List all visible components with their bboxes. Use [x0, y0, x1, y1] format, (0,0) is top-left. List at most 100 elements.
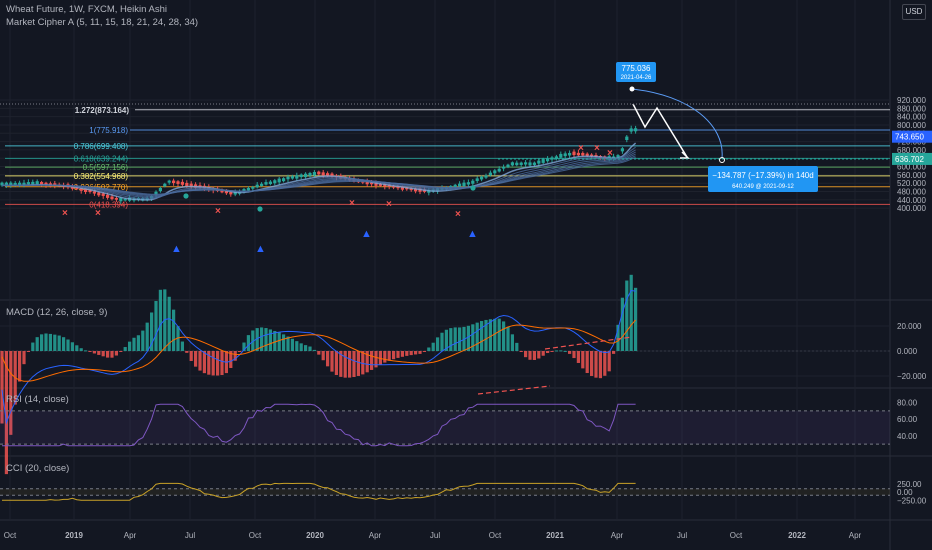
price-axis-label: 560.000: [897, 171, 926, 180]
macd-histogram-bar: [321, 351, 325, 361]
projection-tooltip: [708, 166, 818, 192]
candle-body: [453, 184, 457, 188]
candle-body: [101, 193, 105, 196]
macd-histogram-bar: [48, 333, 52, 351]
macd-histogram-bar: [510, 334, 514, 351]
macd-histogram-bar: [396, 351, 400, 358]
fib-level-label: 1(775.918): [89, 126, 128, 135]
price-badge-label: 636.702: [895, 155, 924, 164]
price-badge-label: 743.650: [895, 133, 924, 142]
rsi-divergence-line: [477, 385, 551, 395]
cci-label[interactable]: CCI (20, close): [6, 463, 70, 474]
candle-body: [13, 182, 17, 186]
time-axis-label: Apr: [611, 531, 624, 540]
macd-histogram-bar: [537, 351, 541, 359]
signal-cross-icon: ×: [594, 143, 600, 154]
fib-level-label: 0.382(554.968): [74, 172, 129, 181]
price-badge: [892, 152, 932, 165]
macd-histogram-bar: [312, 349, 316, 351]
macd-histogram-bar: [607, 351, 611, 372]
macd-line: [1, 289, 636, 425]
macd-histogram-bar: [620, 297, 624, 351]
macd-histogram-bar: [220, 351, 224, 376]
candle-body: [629, 128, 633, 132]
macd-histogram-bar: [409, 351, 413, 356]
price-axis-label: 440.000: [897, 196, 926, 205]
macd-histogram-bar: [31, 342, 35, 351]
macd-histogram-bar: [132, 337, 136, 351]
candle-body: [590, 154, 594, 157]
macd-histogram-bar: [264, 328, 268, 351]
macd-histogram-bar: [330, 351, 334, 372]
macd-label[interactable]: MACD (12, 26, close, 9): [6, 307, 108, 318]
candle-body: [392, 185, 396, 188]
macd-histogram-bar: [334, 351, 338, 375]
macd-histogram-bar: [343, 351, 347, 378]
candle-body: [172, 180, 176, 184]
time-axis-label: Apr: [849, 531, 862, 540]
candle-body: [189, 183, 193, 187]
projection-change-label: −134.787 (−17.39%) in 140d: [712, 171, 813, 180]
candle-body: [409, 188, 413, 191]
macd-histogram-bar: [92, 351, 96, 354]
macd-histogram-bar: [9, 351, 13, 435]
macd-histogram-bar: [277, 332, 281, 351]
macd-histogram-bar: [260, 327, 264, 351]
candle-body: [515, 162, 519, 166]
candle-body: [295, 175, 299, 179]
macd-histogram-bar: [541, 351, 545, 356]
fib-level-label: 0.786(699.408): [74, 142, 129, 151]
macd-histogram-bar: [554, 350, 558, 352]
peak-date-label: 2021-04-26: [621, 75, 652, 81]
macd-histogram-bar: [546, 351, 550, 354]
candle-body: [519, 162, 523, 165]
candle-body: [321, 172, 325, 176]
candle-body: [18, 182, 22, 186]
cci-axis-label: 0.00: [897, 488, 913, 497]
macd-histogram-bar: [0, 351, 4, 424]
macd-histogram-bar: [418, 351, 422, 354]
macd-histogram-bar: [62, 337, 66, 351]
macd-histogram-bar: [154, 300, 158, 351]
candle-body: [506, 164, 510, 167]
ema-ribbon-line: [2, 156, 636, 195]
time-axis-label: Jul: [185, 531, 195, 540]
ema-ribbon-line: [2, 151, 636, 198]
currency-badge[interactable]: USD: [902, 4, 926, 20]
indicator-label[interactable]: Market Cipher A (5, 11, 15, 18, 21, 24, …: [6, 17, 199, 28]
time-axis-label: Oct: [730, 531, 743, 540]
macd-histogram-bar: [568, 351, 572, 354]
candle-body: [554, 156, 558, 160]
price-axis-label: 880.000: [897, 104, 926, 113]
signal-dot-icon: [257, 206, 263, 212]
ema-ribbon-line: [2, 146, 636, 200]
fib-level-label: 0.5(597.156): [83, 163, 129, 172]
macd-histogram-bar: [202, 351, 206, 374]
candle-body: [185, 182, 189, 187]
macd-histogram-bar: [53, 334, 57, 351]
macd-histogram-group: [0, 274, 638, 475]
cci-line: [2, 482, 636, 501]
signal-triangle-icon: ▲: [171, 243, 182, 255]
candle-body: [480, 176, 484, 180]
macd-histogram-bar: [40, 334, 44, 351]
candle-body: [44, 182, 48, 186]
candle-body: [510, 162, 514, 166]
macd-divergence-line: [544, 336, 633, 350]
fib-level-label: 0.236(502.770): [74, 183, 129, 192]
candle-body: [568, 152, 572, 156]
candle-body: [304, 173, 308, 178]
candle-body: [97, 192, 101, 196]
macd-histogram-bar: [502, 321, 506, 351]
macd-histogram-bar: [44, 333, 48, 351]
macd-histogram-bar: [352, 351, 356, 378]
price-axis-label: 480.000: [897, 188, 926, 197]
macd-histogram-bar: [194, 351, 198, 367]
macd-histogram-bar: [35, 337, 39, 351]
price-axis-label: 840.000: [897, 113, 926, 122]
macd-histogram-bar: [70, 342, 74, 351]
macd-histogram-bar: [616, 324, 620, 351]
cci-axis-label: −250.00: [897, 496, 927, 505]
rsi-label[interactable]: RSI (14, close): [6, 394, 69, 405]
